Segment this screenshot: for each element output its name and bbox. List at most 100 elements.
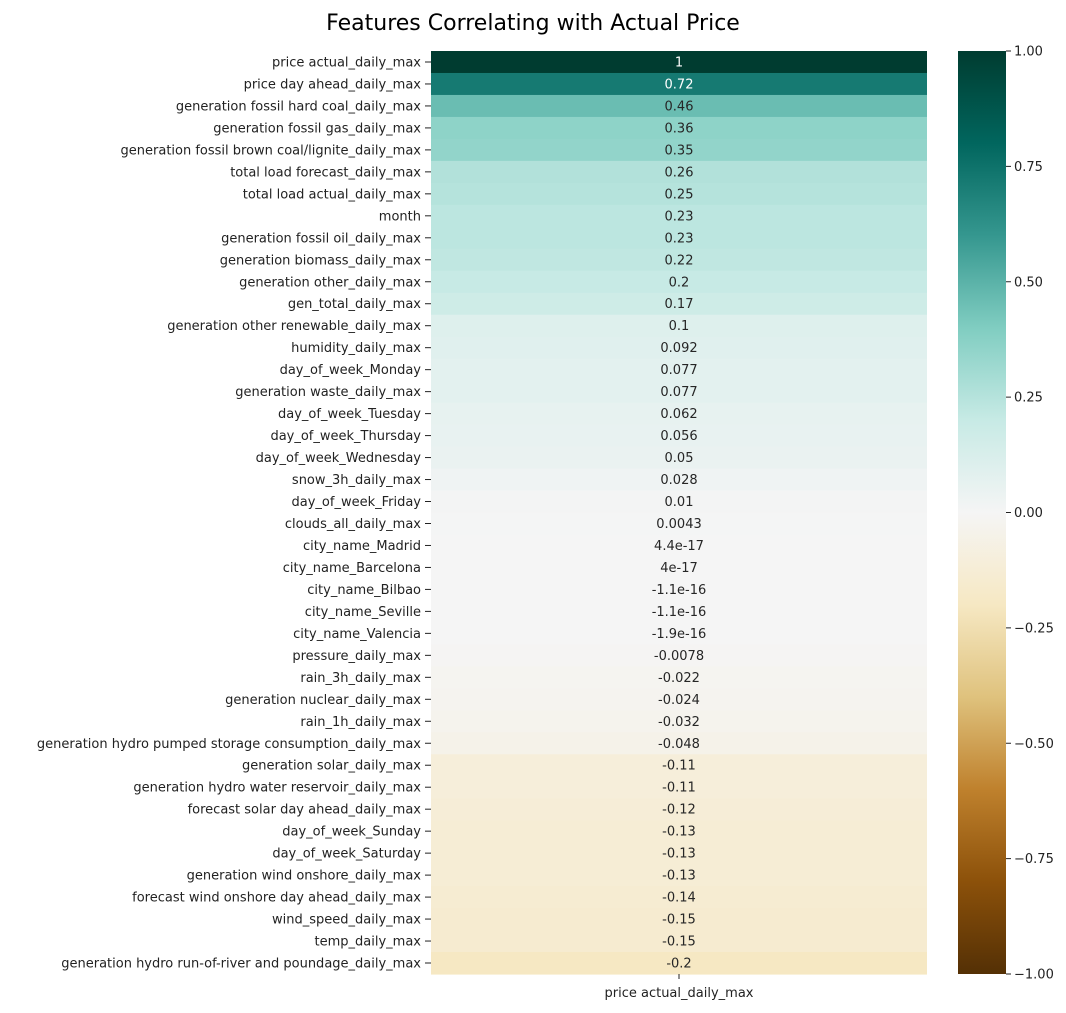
row-label: day_of_week_Thursday <box>270 429 421 444</box>
heatmap-cell <box>431 292 927 316</box>
heatmap-cell <box>431 160 927 184</box>
row-label: generation fossil hard coal_daily_max <box>176 99 421 114</box>
cell-value-label: 1 <box>675 55 683 70</box>
row-label: city_name_Madrid <box>303 539 421 554</box>
row-label: forecast wind onshore day ahead_daily_ma… <box>132 891 421 906</box>
cell-value-label: -0.024 <box>658 693 700 708</box>
row-label: wind_speed_daily_max <box>272 913 421 928</box>
cell-value-label: 0.35 <box>665 143 694 158</box>
colorbar-tick-label: −0.25 <box>1014 621 1054 636</box>
heatmap-cell <box>431 666 927 689</box>
row-label: city_name_Valencia <box>293 627 421 642</box>
heatmap-cell <box>431 578 927 602</box>
heatmap-cell <box>431 336 927 360</box>
heatmap-cell <box>431 51 927 74</box>
row-label: day_of_week_Wednesday <box>256 451 422 466</box>
cell-value-label: -0.15 <box>662 913 696 928</box>
row-label: day_of_week_Tuesday <box>278 407 421 422</box>
heatmap-cell <box>431 798 927 821</box>
cell-value-label: 0.25 <box>665 187 694 202</box>
heatmap-cell <box>431 424 927 448</box>
heatmap-cell <box>431 688 927 711</box>
row-label: humidity_daily_max <box>291 341 421 356</box>
cell-value-label: 0.22 <box>665 253 694 268</box>
cell-value-label: 0.46 <box>665 99 694 114</box>
cell-value-label: -0.13 <box>662 847 696 862</box>
cell-value-label: -0.0078 <box>654 649 704 664</box>
colorbar-tick-label: 0.25 <box>1014 391 1043 406</box>
cell-value-label: -0.11 <box>662 781 696 796</box>
colorbar-tick-label: −0.75 <box>1014 852 1054 867</box>
row-label: forecast solar day ahead_daily_max <box>188 803 422 818</box>
heatmap-cell <box>431 908 927 931</box>
cell-value-label: -0.15 <box>662 935 696 950</box>
heatmap-cell <box>431 138 927 162</box>
row-label: generation hydro run-of-river and pounda… <box>61 957 421 972</box>
heatmap-cell <box>431 182 927 206</box>
cell-value-label: -0.14 <box>662 891 696 906</box>
heatmap-cell <box>431 116 927 140</box>
heatmap-cell <box>431 358 927 382</box>
row-label: gen_total_daily_max <box>288 297 421 312</box>
heatmap-cell <box>431 710 927 733</box>
colorbar-tick-label: 1.00 <box>1014 45 1043 60</box>
heatmap-cell <box>431 94 927 118</box>
row-label: city_name_Bilbao <box>307 583 421 598</box>
row-label: city_name_Barcelona <box>283 561 421 576</box>
row-label: total load forecast_daily_max <box>230 165 421 180</box>
row-label: month <box>379 209 421 224</box>
heatmap-cell <box>431 402 927 426</box>
cell-value-label: 4.4e-17 <box>654 539 704 554</box>
cell-value-label: 0.01 <box>665 495 694 510</box>
cell-value-label: 0.1 <box>669 319 690 334</box>
cell-value-label: -0.2 <box>666 957 691 972</box>
heatmap-cells: 1 0.72 0.46 0.36 0.35 0.26 0.25 0.23 0.23 0.22 0.2… <box>431 51 927 975</box>
heatmap-cell <box>431 534 927 558</box>
row-label: day_of_week_Friday <box>292 495 422 510</box>
cell-value-label: -0.12 <box>662 803 696 818</box>
cell-value-label: 0.72 <box>665 77 694 92</box>
row-label: day_of_week_Monday <box>280 363 422 378</box>
heatmap-cell <box>431 270 927 294</box>
row-label: generation waste_daily_max <box>235 385 421 400</box>
row-label: snow_3h_daily_max <box>292 473 421 488</box>
cell-value-label: 0.23 <box>665 231 694 246</box>
cell-value-label: 0.077 <box>660 363 697 378</box>
row-label: generation fossil oil_daily_max <box>221 231 421 246</box>
cell-value-label: -1.9e-16 <box>652 627 707 642</box>
row-label: generation nuclear_daily_max <box>225 693 421 708</box>
cell-value-label: 0.056 <box>660 429 697 444</box>
row-label: day_of_week_Sunday <box>282 825 421 840</box>
chart-title: Features Correlating with Actual Price <box>326 11 740 36</box>
colorbar-ticks: 1.00 0.75 0.50 0.25 0.00 −0.25 −0.50 −0.75 −1.00 <box>1006 45 1054 983</box>
cell-value-label: 0.36 <box>665 121 694 136</box>
heatmap-cell <box>431 952 927 975</box>
colorbar-tick-label: −0.50 <box>1014 737 1054 752</box>
cell-value-label: 0.092 <box>660 341 697 356</box>
heatmap-cell <box>431 820 927 843</box>
cell-value-label: -0.022 <box>658 671 700 686</box>
row-label: price actual_daily_max <box>272 55 421 70</box>
heatmap-cell <box>431 754 927 777</box>
heatmap-cell <box>431 314 927 338</box>
heatmap-cell <box>431 468 927 492</box>
cell-value-label: -0.13 <box>662 825 696 840</box>
colorbar-tick-label: 0.75 <box>1014 160 1043 175</box>
row-label: generation fossil gas_daily_max <box>213 121 421 136</box>
colorbar-tick-label: 0.00 <box>1014 506 1043 521</box>
cell-value-label: 0.2 <box>669 275 690 290</box>
heatmap-cell <box>431 226 927 250</box>
heatmap-cell <box>431 776 927 799</box>
row-label: price day ahead_daily_max <box>244 77 422 92</box>
row-label: generation solar_daily_max <box>242 759 421 774</box>
cell-value-label: 0.0043 <box>656 517 702 532</box>
row-label: clouds_all_daily_max <box>285 517 421 532</box>
heatmap-cell <box>431 600 927 623</box>
row-label: generation hydro water reservoir_daily_m… <box>133 781 421 796</box>
row-label: total load actual_daily_max <box>243 187 422 202</box>
heatmap-cell <box>431 622 927 645</box>
colorbar-tick-label: 0.50 <box>1014 275 1043 290</box>
heatmap-cell <box>431 556 927 580</box>
